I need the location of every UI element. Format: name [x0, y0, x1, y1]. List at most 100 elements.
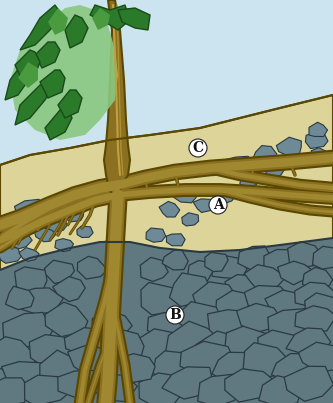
- Polygon shape: [92, 8, 110, 30]
- Polygon shape: [225, 369, 276, 402]
- Polygon shape: [68, 345, 115, 375]
- Polygon shape: [288, 242, 322, 268]
- Polygon shape: [169, 273, 210, 307]
- Polygon shape: [65, 15, 88, 48]
- Polygon shape: [286, 328, 331, 355]
- Polygon shape: [153, 351, 199, 385]
- Polygon shape: [104, 0, 130, 195]
- Polygon shape: [258, 330, 306, 363]
- Polygon shape: [240, 172, 259, 187]
- Polygon shape: [77, 226, 93, 237]
- Polygon shape: [172, 186, 198, 203]
- Polygon shape: [166, 234, 185, 246]
- Polygon shape: [265, 290, 314, 322]
- Polygon shape: [10, 5, 118, 140]
- Polygon shape: [65, 207, 84, 222]
- Polygon shape: [212, 352, 261, 383]
- Polygon shape: [40, 350, 85, 386]
- Polygon shape: [182, 213, 198, 226]
- Polygon shape: [259, 376, 302, 403]
- Polygon shape: [45, 260, 74, 283]
- Polygon shape: [0, 95, 333, 403]
- Polygon shape: [18, 62, 38, 88]
- Polygon shape: [295, 306, 333, 331]
- Polygon shape: [159, 202, 180, 217]
- Polygon shape: [266, 162, 285, 179]
- Polygon shape: [309, 122, 328, 137]
- Polygon shape: [55, 239, 74, 251]
- Polygon shape: [0, 337, 37, 372]
- Polygon shape: [29, 334, 73, 367]
- Polygon shape: [45, 302, 88, 337]
- Polygon shape: [139, 373, 185, 403]
- Polygon shape: [140, 258, 168, 281]
- Polygon shape: [193, 282, 239, 315]
- Polygon shape: [141, 283, 185, 315]
- Polygon shape: [277, 261, 312, 285]
- Polygon shape: [238, 246, 273, 271]
- Circle shape: [166, 306, 184, 324]
- Polygon shape: [180, 341, 233, 375]
- Polygon shape: [0, 378, 30, 403]
- Polygon shape: [298, 342, 333, 372]
- Polygon shape: [236, 303, 279, 333]
- Circle shape: [209, 196, 227, 214]
- Polygon shape: [15, 267, 47, 293]
- Polygon shape: [284, 366, 333, 401]
- Polygon shape: [146, 228, 166, 242]
- Polygon shape: [195, 331, 244, 366]
- Polygon shape: [166, 321, 218, 359]
- Polygon shape: [268, 309, 314, 341]
- Polygon shape: [290, 154, 310, 168]
- Polygon shape: [9, 230, 32, 249]
- Polygon shape: [40, 70, 65, 98]
- Text: B: B: [169, 308, 181, 322]
- Polygon shape: [215, 291, 264, 324]
- Polygon shape: [95, 374, 138, 402]
- Polygon shape: [114, 353, 155, 384]
- Polygon shape: [45, 108, 72, 140]
- Polygon shape: [244, 286, 289, 312]
- Polygon shape: [92, 309, 132, 341]
- Polygon shape: [244, 265, 286, 291]
- Polygon shape: [224, 156, 257, 173]
- Polygon shape: [3, 312, 53, 347]
- Polygon shape: [243, 343, 288, 378]
- Polygon shape: [19, 247, 39, 261]
- Polygon shape: [207, 310, 260, 340]
- Polygon shape: [44, 218, 67, 233]
- Polygon shape: [295, 282, 333, 308]
- Polygon shape: [213, 186, 238, 204]
- Polygon shape: [58, 90, 82, 118]
- Polygon shape: [311, 147, 331, 160]
- Polygon shape: [0, 247, 21, 263]
- Polygon shape: [14, 199, 45, 221]
- Polygon shape: [271, 353, 316, 384]
- Polygon shape: [53, 276, 85, 301]
- Polygon shape: [276, 137, 301, 157]
- Polygon shape: [313, 246, 333, 269]
- Polygon shape: [34, 228, 56, 242]
- Text: C: C: [192, 141, 203, 155]
- Polygon shape: [305, 133, 328, 149]
- Polygon shape: [253, 145, 277, 164]
- Polygon shape: [0, 238, 333, 403]
- Circle shape: [189, 139, 207, 157]
- Polygon shape: [90, 5, 130, 30]
- Polygon shape: [20, 5, 62, 50]
- Polygon shape: [225, 274, 258, 296]
- Polygon shape: [5, 286, 34, 310]
- Polygon shape: [25, 375, 69, 403]
- Polygon shape: [136, 329, 185, 366]
- Polygon shape: [20, 288, 64, 314]
- Polygon shape: [198, 374, 244, 403]
- Polygon shape: [302, 268, 333, 289]
- Polygon shape: [148, 313, 188, 341]
- Polygon shape: [15, 85, 52, 125]
- Polygon shape: [15, 50, 40, 80]
- Polygon shape: [58, 370, 98, 398]
- Polygon shape: [212, 256, 247, 279]
- Polygon shape: [35, 42, 60, 68]
- Polygon shape: [205, 252, 228, 272]
- Polygon shape: [64, 328, 109, 355]
